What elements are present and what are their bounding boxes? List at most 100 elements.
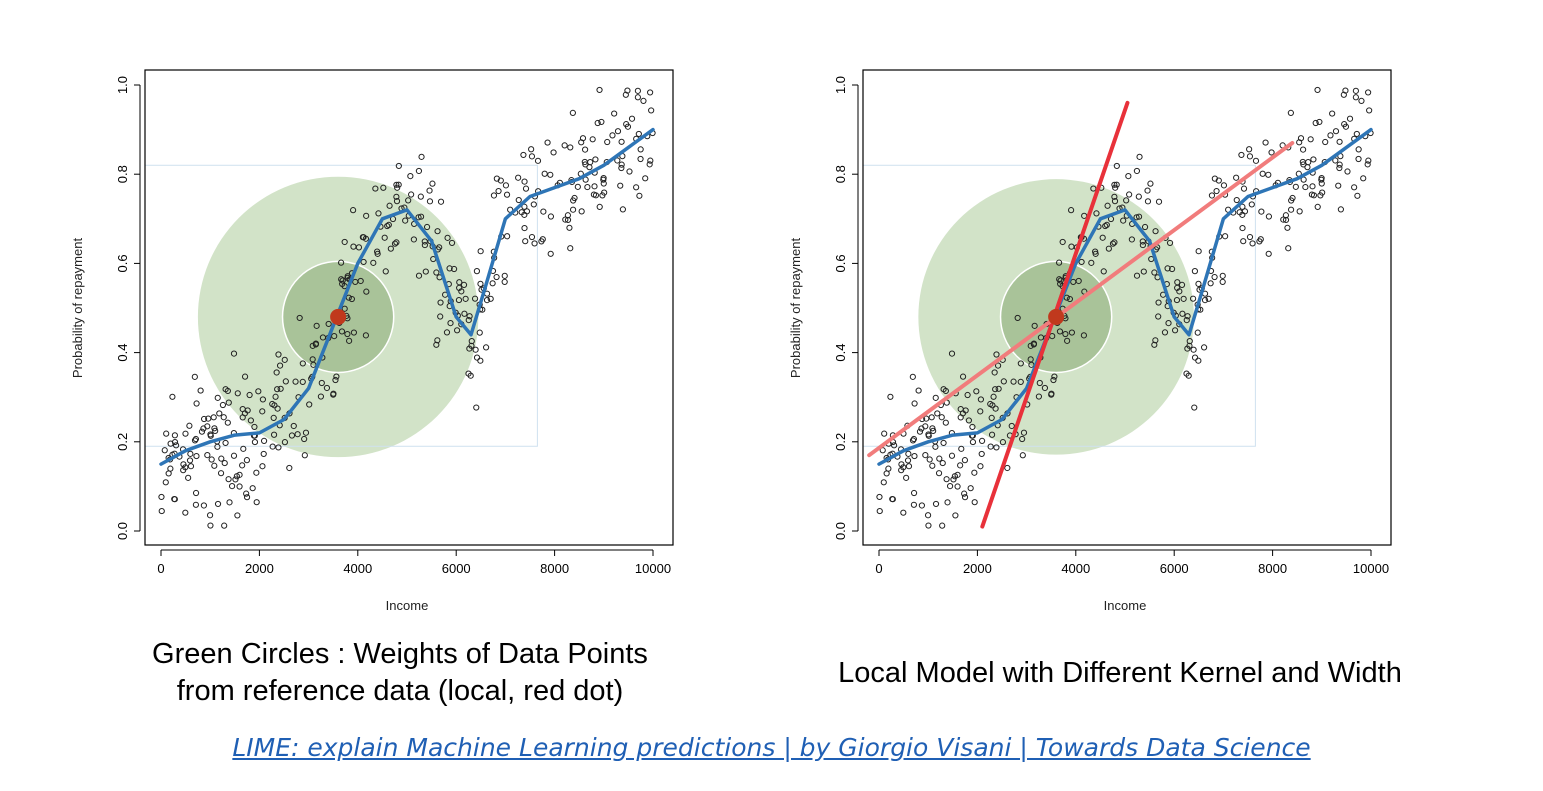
- scatter-point: [1366, 107, 1373, 114]
- scatter-point: [437, 299, 444, 306]
- scatter-point: [978, 437, 986, 444]
- scatter-point: [1191, 268, 1199, 275]
- scatter-point: [1066, 295, 1073, 303]
- scatter-point: [421, 241, 428, 249]
- scatter-point: [1305, 158, 1312, 166]
- scatter-point: [346, 337, 353, 344]
- scatter-point: [1246, 233, 1254, 241]
- scatter-point: [1166, 239, 1174, 247]
- scatter-point: [382, 268, 389, 275]
- scatter-point: [158, 493, 165, 501]
- scatter-point: [233, 473, 240, 480]
- scatter-point: [1104, 202, 1111, 209]
- scatter-point: [999, 439, 1007, 446]
- scatter-point: [362, 332, 370, 339]
- scatter-point: [317, 393, 325, 400]
- scatter-point: [434, 228, 441, 235]
- source-link[interactable]: LIME: explain Machine Learning predictio…: [232, 733, 1311, 762]
- x-tick-label: 8000: [1258, 561, 1287, 576]
- scatter-point: [515, 174, 522, 181]
- scatter-point: [462, 295, 469, 302]
- scatter-point: [1123, 197, 1130, 204]
- scatter-point: [247, 417, 254, 424]
- scatter-point: [988, 414, 995, 421]
- scatter-point: [1329, 110, 1336, 117]
- scatter-point: [1111, 181, 1118, 188]
- scatter-point: [1256, 238, 1263, 245]
- scatter-point: [402, 217, 409, 224]
- caption-right: Local Model with Different Kernel and Wi…: [838, 657, 1402, 689]
- scatter-point: [971, 499, 978, 506]
- scatter-point: [415, 272, 423, 279]
- scatter-point: [1352, 87, 1359, 94]
- scatter-point: [592, 192, 600, 199]
- scatter-point: [501, 278, 508, 286]
- scatter-point: [224, 387, 231, 395]
- scatter-point: [1191, 404, 1198, 411]
- scatter-point: [918, 502, 925, 509]
- scatter-point: [1287, 206, 1295, 213]
- scatter-point: [249, 485, 256, 492]
- scatter-point: [444, 234, 451, 241]
- scatter-point: [348, 295, 355, 303]
- scatter-point: [987, 443, 994, 450]
- scatter-point: [528, 146, 535, 153]
- scatter-point: [385, 221, 392, 228]
- scatter-point: [395, 181, 402, 188]
- scatter-point: [349, 207, 357, 214]
- scatter-point: [243, 490, 250, 497]
- scatter-point: [1332, 128, 1340, 135]
- scatter-point: [909, 373, 916, 380]
- scatter-point: [934, 410, 941, 417]
- scatter-point: [942, 387, 949, 395]
- scatter-point: [569, 109, 576, 117]
- scatter-point: [1265, 171, 1272, 178]
- scatter-point: [898, 467, 905, 474]
- scatter-point: [965, 417, 972, 424]
- scatter-point: [230, 452, 238, 459]
- scatter-point: [337, 259, 345, 266]
- scatter-point: [1092, 248, 1099, 255]
- scatter-point: [405, 197, 412, 204]
- scatter-point: [1219, 278, 1226, 286]
- scatter-point: [1019, 452, 1026, 459]
- scatter-point: [591, 183, 598, 190]
- scatter-point: [1352, 94, 1359, 101]
- scatter-point: [634, 94, 641, 101]
- scatter-point: [208, 456, 215, 463]
- scatter-point: [299, 360, 306, 367]
- scatter-point: [1310, 192, 1318, 199]
- scatter-point: [1195, 357, 1202, 364]
- scatter-point: [393, 198, 401, 205]
- scatter-point: [1238, 151, 1245, 159]
- scatter-point: [273, 369, 280, 376]
- scatter-point: [246, 391, 253, 399]
- scatter-point: [961, 457, 969, 464]
- scatter-point: [1314, 203, 1321, 210]
- scatter-point: [959, 373, 967, 380]
- scatter-point: [898, 461, 905, 468]
- scatter-point: [940, 439, 947, 447]
- scatter-point: [417, 193, 424, 200]
- scatter-point: [961, 490, 968, 497]
- scatter-point: [251, 423, 258, 431]
- scatter-point: [473, 354, 481, 361]
- scatter-point: [1314, 86, 1321, 94]
- scatter-point: [191, 373, 198, 380]
- scatter-point: [521, 224, 528, 232]
- scatter-point: [487, 295, 494, 302]
- scatter-point: [1258, 208, 1265, 215]
- reference-dot: [1048, 308, 1065, 325]
- scatter-point: [282, 378, 289, 385]
- scatter-point: [922, 452, 929, 459]
- scatter-point: [890, 442, 898, 449]
- scatter-point: [330, 391, 337, 398]
- scatter-point: [1365, 157, 1372, 164]
- scatter-point: [1059, 238, 1066, 246]
- scatter-point: [647, 89, 654, 96]
- scatter-point: [1186, 342, 1193, 349]
- scatter-point: [259, 396, 267, 403]
- scatter-point: [281, 356, 288, 363]
- scatter-point: [207, 432, 214, 439]
- scatter-point: [596, 86, 603, 94]
